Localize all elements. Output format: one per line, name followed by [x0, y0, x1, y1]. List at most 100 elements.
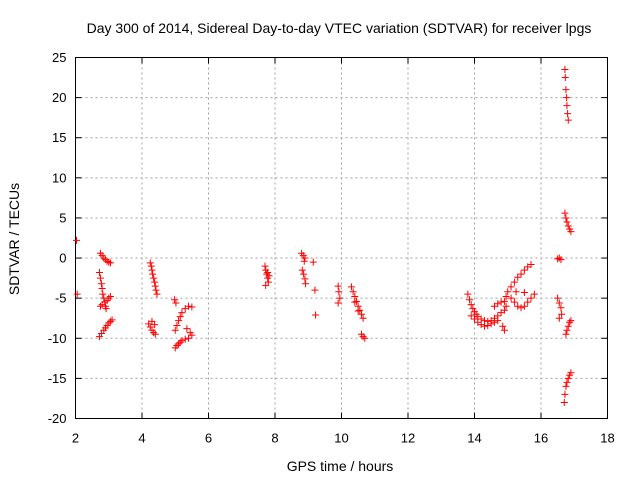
data-point-marker: [173, 341, 181, 349]
data-point-marker: [564, 374, 572, 382]
data-point-marker: [520, 289, 528, 297]
data-point-marker: [349, 288, 357, 296]
data-point-marker: [103, 257, 111, 265]
data-point-marker: [563, 102, 571, 110]
data-point-marker: [563, 94, 571, 102]
data-point-marker: [347, 283, 355, 291]
data-point-marker: [171, 296, 179, 304]
data-point-marker: [151, 282, 159, 290]
gridlines: [75, 57, 608, 419]
data-point-marker: [359, 333, 367, 341]
data-point-marker: [357, 310, 365, 318]
data-point-marker: [105, 319, 113, 327]
data-point-marker: [564, 222, 572, 230]
data-point-marker: [188, 303, 196, 311]
data-point-marker: [562, 330, 570, 338]
y-tick-label: 5: [59, 210, 66, 225]
data-point-marker: [150, 329, 158, 337]
data-point-marker: [500, 306, 508, 314]
data-point-marker: [504, 288, 512, 296]
data-point-marker: [98, 301, 106, 309]
data-point-marker: [527, 260, 535, 268]
data-point-marker: [300, 270, 308, 278]
data-point-marker: [507, 283, 515, 291]
data-point-marker: [150, 274, 158, 282]
data-point-marker: [561, 66, 569, 74]
data-point-marker: [176, 338, 184, 346]
data-point-marker: [73, 290, 81, 298]
data-point-marker: [302, 280, 310, 288]
data-point-marker: [563, 218, 571, 226]
data-point-marker: [480, 322, 488, 330]
data-point-marker: [464, 290, 472, 298]
data-point-marker: [99, 290, 107, 298]
data-point-marker: [494, 300, 502, 308]
data-point-marker: [514, 302, 522, 310]
data-point-marker: [175, 340, 183, 348]
data-point-marker: [334, 299, 342, 307]
data-point-marker: [183, 325, 191, 333]
data-point-marker: [484, 321, 492, 329]
data-point-marker: [298, 266, 306, 274]
data-point-marker: [311, 286, 319, 294]
data-point-marker: [560, 398, 568, 406]
x-axis-label: GPS time / hours: [287, 458, 394, 474]
data-point-marker: [106, 259, 114, 267]
data-point-marker: [517, 304, 525, 312]
x-tick-label: 2: [72, 431, 79, 446]
data-point-marker: [567, 228, 575, 236]
data-point-marker: [562, 214, 570, 222]
data-point-marker: [564, 116, 572, 124]
data-point-marker: [466, 296, 474, 304]
data-point-marker: [95, 268, 103, 276]
data-point-marker: [361, 334, 369, 342]
data-point-marker: [172, 299, 180, 307]
data-point-marker: [151, 278, 159, 286]
data-point-marker: [147, 262, 155, 270]
data-point-marker: [301, 275, 309, 283]
data-point-marker: [153, 290, 161, 298]
y-tick-label: -10: [48, 331, 67, 346]
data-point-marker: [554, 255, 562, 263]
data-point-marker: [564, 322, 572, 330]
data-point-marker: [175, 317, 183, 325]
data-point-marker: [494, 317, 502, 325]
data-point-marker: [555, 254, 563, 262]
data-point-marker: [510, 278, 518, 286]
x-tick-label: 4: [138, 431, 145, 446]
data-point-marker: [502, 302, 510, 310]
data-point-marker: [173, 321, 181, 329]
y-tick-label: 20: [52, 90, 66, 105]
data-point-marker: [334, 282, 342, 290]
data-point-marker: [312, 311, 320, 319]
data-point-marker: [514, 273, 522, 281]
data-point-marker: [564, 110, 572, 118]
y-tick-label: 25: [52, 50, 66, 65]
data-point-marker: [351, 298, 359, 306]
data-point-marker: [356, 306, 364, 314]
data-point-marker: [557, 304, 565, 312]
data-point-marker: [149, 270, 157, 278]
data-point-marker: [512, 288, 520, 296]
x-tick-label: 6: [205, 431, 212, 446]
data-point-marker: [561, 74, 569, 82]
chart-title: Day 300 of 2014, Sidereal Day-to-day VTE…: [87, 20, 592, 36]
data-point-marker: [477, 321, 485, 329]
data-point-marker: [188, 331, 196, 339]
data-point-marker: [152, 286, 160, 294]
data-point-marker: [300, 257, 308, 265]
y-axis-label: SDTVAR / TECUs: [6, 183, 22, 295]
data-point-marker: [262, 281, 270, 289]
data-point-marker: [507, 294, 515, 302]
data-point-marker: [510, 298, 518, 306]
data-point-marker: [555, 299, 563, 307]
data-point-marker: [309, 258, 317, 266]
data-point-marker: [97, 280, 105, 288]
data-point-marker: [555, 314, 563, 322]
x-tick-label: 12: [401, 431, 415, 446]
x-tick-label: 8: [271, 431, 278, 446]
x-tick-label: 16: [534, 431, 548, 446]
y-tick-label: 15: [52, 130, 66, 145]
data-point-marker: [108, 316, 116, 324]
